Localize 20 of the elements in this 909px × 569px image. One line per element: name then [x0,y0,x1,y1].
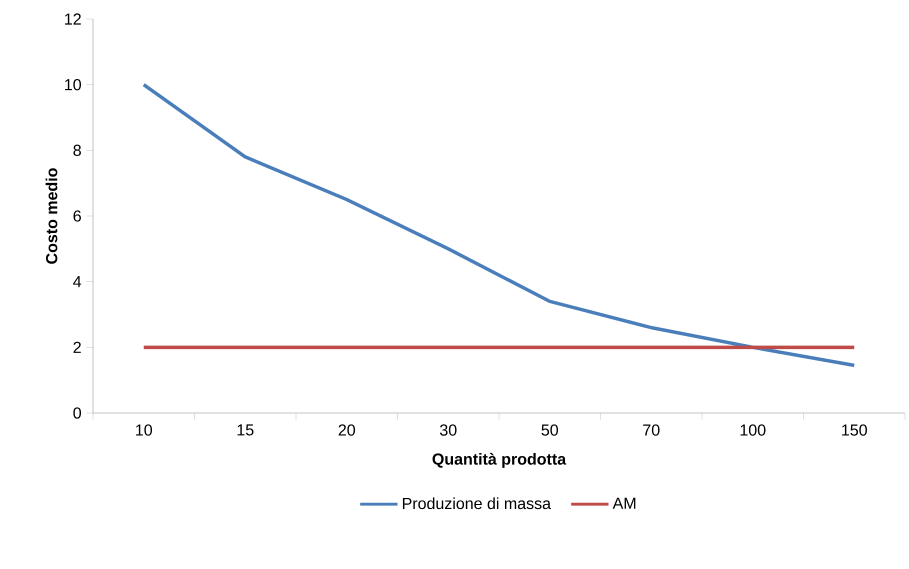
x-tick-label: 100 [740,424,766,436]
y-tick-label: 12 [65,13,81,25]
y-tick-label: 2 [74,342,81,353]
x-tick-label: 150 [842,424,867,436]
x-tick-label: 10 [136,424,152,436]
y-axis-title: Costo medio [46,168,58,264]
y-tick-label: 0 [73,407,82,419]
y-tick-label: 10 [65,79,82,90]
x-tick-label: 15 [238,424,254,436]
y-tick-label: 8 [73,144,81,156]
x-tick-label: 70 [643,424,660,436]
y-tick-label: 4 [73,276,82,288]
line-series [142,82,856,368]
x-tick-label: 50 [542,424,558,436]
x-tick-label: 20 [338,424,356,436]
legend-label: AM [612,498,636,509]
x-tick-label: 30 [440,424,457,436]
legend-label: Produzione di massa [402,497,551,510]
y-tick-label: 6 [74,210,81,222]
x-axis-title: Quantità prodotta [432,452,566,468]
